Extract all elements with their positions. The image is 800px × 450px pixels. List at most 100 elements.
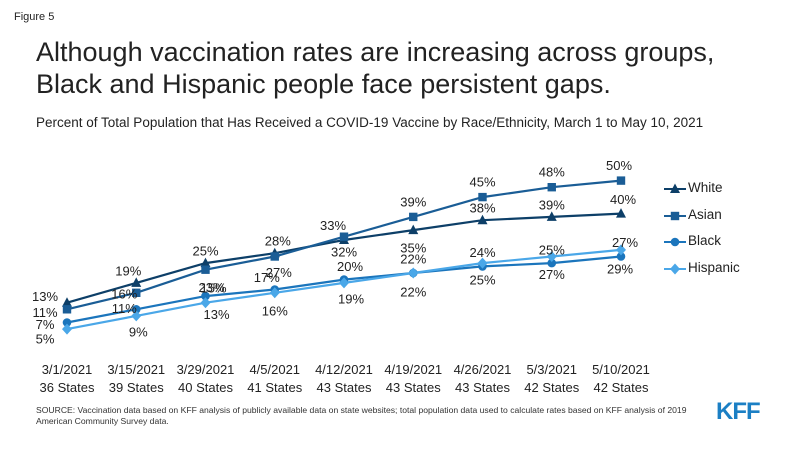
data-label-asian: 16% [111,286,137,301]
data-point-asian [270,252,279,261]
data-label-hispanic: 25% [469,273,495,288]
x-tick-states: 36 States [40,380,95,395]
data-label-asian: 45% [469,175,495,190]
legend-item-hispanic: Hispanic [664,260,794,287]
data-point-hispanic [62,323,72,335]
data-point-white [62,297,72,307]
legend-label: Black [688,233,722,248]
data-label-hispanic: 13% [203,307,229,322]
data-label-hispanic: 16% [262,303,288,318]
legend-symbol [670,263,680,274]
data-point-white [546,211,557,221]
figure-label: Figure 5 [14,11,55,23]
x-tick-date: 4/5/2021 [249,362,300,377]
x-tick-states: 43 States [455,380,510,395]
data-label-black: 25% [539,243,565,258]
data-point-white [408,224,419,235]
data-point-hispanic [339,277,349,289]
x-tick-states: 42 States [524,380,579,395]
data-point-black [131,305,141,314]
data-label-asian: 39% [400,194,426,209]
data-point-white [200,257,211,268]
x-tick-states: 39 States [109,380,164,395]
x-tick-date: 5/3/2021 [526,362,577,377]
legend-marker [664,263,686,274]
legend-symbol [670,237,680,247]
data-label-black: 17% [254,270,280,285]
data-point-hispanic [408,267,419,279]
data-label-asian: 33% [320,218,346,233]
legend-symbol [670,211,680,220]
data-point-asian [339,232,349,241]
data-point-hispanic [200,297,211,309]
data-point-asian [409,212,418,222]
chart-legend: White Asian Black Hispanic [664,180,794,286]
data-label-black: 27% [612,235,638,250]
data-point-black [547,258,557,268]
data-point-black [201,291,210,301]
data-label-asian: 23% [198,280,224,295]
legend-item-asian: Asian [664,207,794,234]
x-tick-date: 5/10/2021 [592,362,650,377]
data-label-black: 7% [36,317,55,332]
data-label-white: 35% [400,241,426,256]
legend-marker [664,211,686,220]
data-point-asian [478,192,487,202]
data-label-white: 32% [331,245,357,260]
data-label-black: 20% [337,259,363,274]
legend-symbol [670,183,680,193]
data-label-hispanic: 9% [129,324,148,339]
data-label-white: 38% [469,201,495,216]
data-label-hispanic: 19% [338,291,364,306]
x-tick-date: 3/29/2021 [177,362,235,377]
data-label-white: 19% [115,263,141,278]
data-point-black [616,252,626,261]
data-point-asian [616,176,626,185]
chart-title: Although vaccination rates are increasin… [36,37,715,99]
data-label-asian: 48% [539,165,565,180]
chart-subtitle: Percent of Total Population that Has Rec… [36,115,704,130]
legend-marker [664,183,686,193]
x-tick-date: 4/19/2021 [384,362,442,377]
data-point-hispanic [477,257,488,269]
legend-item-white: White [664,180,794,207]
data-point-hispanic [546,251,557,262]
data-point-white [616,208,626,218]
data-point-hispanic [131,310,142,322]
x-tick-states: 43 States [386,380,441,395]
data-label-white: 13% [32,289,58,304]
data-label-asian: 11% [32,305,57,320]
data-label-hispanic: 5% [36,332,55,347]
data-point-asian [547,183,556,192]
legend-label: Hispanic [688,259,740,275]
data-label-black: 11% [112,301,137,316]
data-point-asian [201,265,210,274]
x-tick-states: 41 States [247,380,302,395]
x-tick-states: 43 States [317,380,372,395]
legend-label: White [688,180,723,195]
data-label-black: 22% [400,252,426,267]
legend-label: Asian [688,206,722,222]
data-label-asian: 27% [266,265,292,280]
x-tick-date: 3/15/2021 [107,362,165,377]
x-tick-date: 4/12/2021 [315,362,373,377]
x-tick-date: 3/1/2021 [42,362,93,377]
data-label-hispanic: 22% [400,285,426,300]
data-label-white: 40% [610,192,636,207]
data-point-hispanic [269,287,280,299]
source-note: SOURCE: Vaccination data based on KFF an… [36,405,687,426]
legend-marker [664,237,686,247]
data-label-hispanic: 29% [607,261,633,276]
data-label-asian: 50% [606,158,632,173]
kff-logo: KFF [716,398,761,425]
data-label-white: 39% [539,197,565,212]
data-label-hispanic: 27% [539,267,565,282]
data-label-white: 25% [192,244,218,259]
legend-item-black: Black [664,233,794,260]
data-point-white [131,277,142,287]
data-label-white: 28% [265,234,291,249]
data-point-black [62,318,72,327]
data-label-black: 24% [469,245,495,260]
data-point-hispanic [616,244,626,256]
